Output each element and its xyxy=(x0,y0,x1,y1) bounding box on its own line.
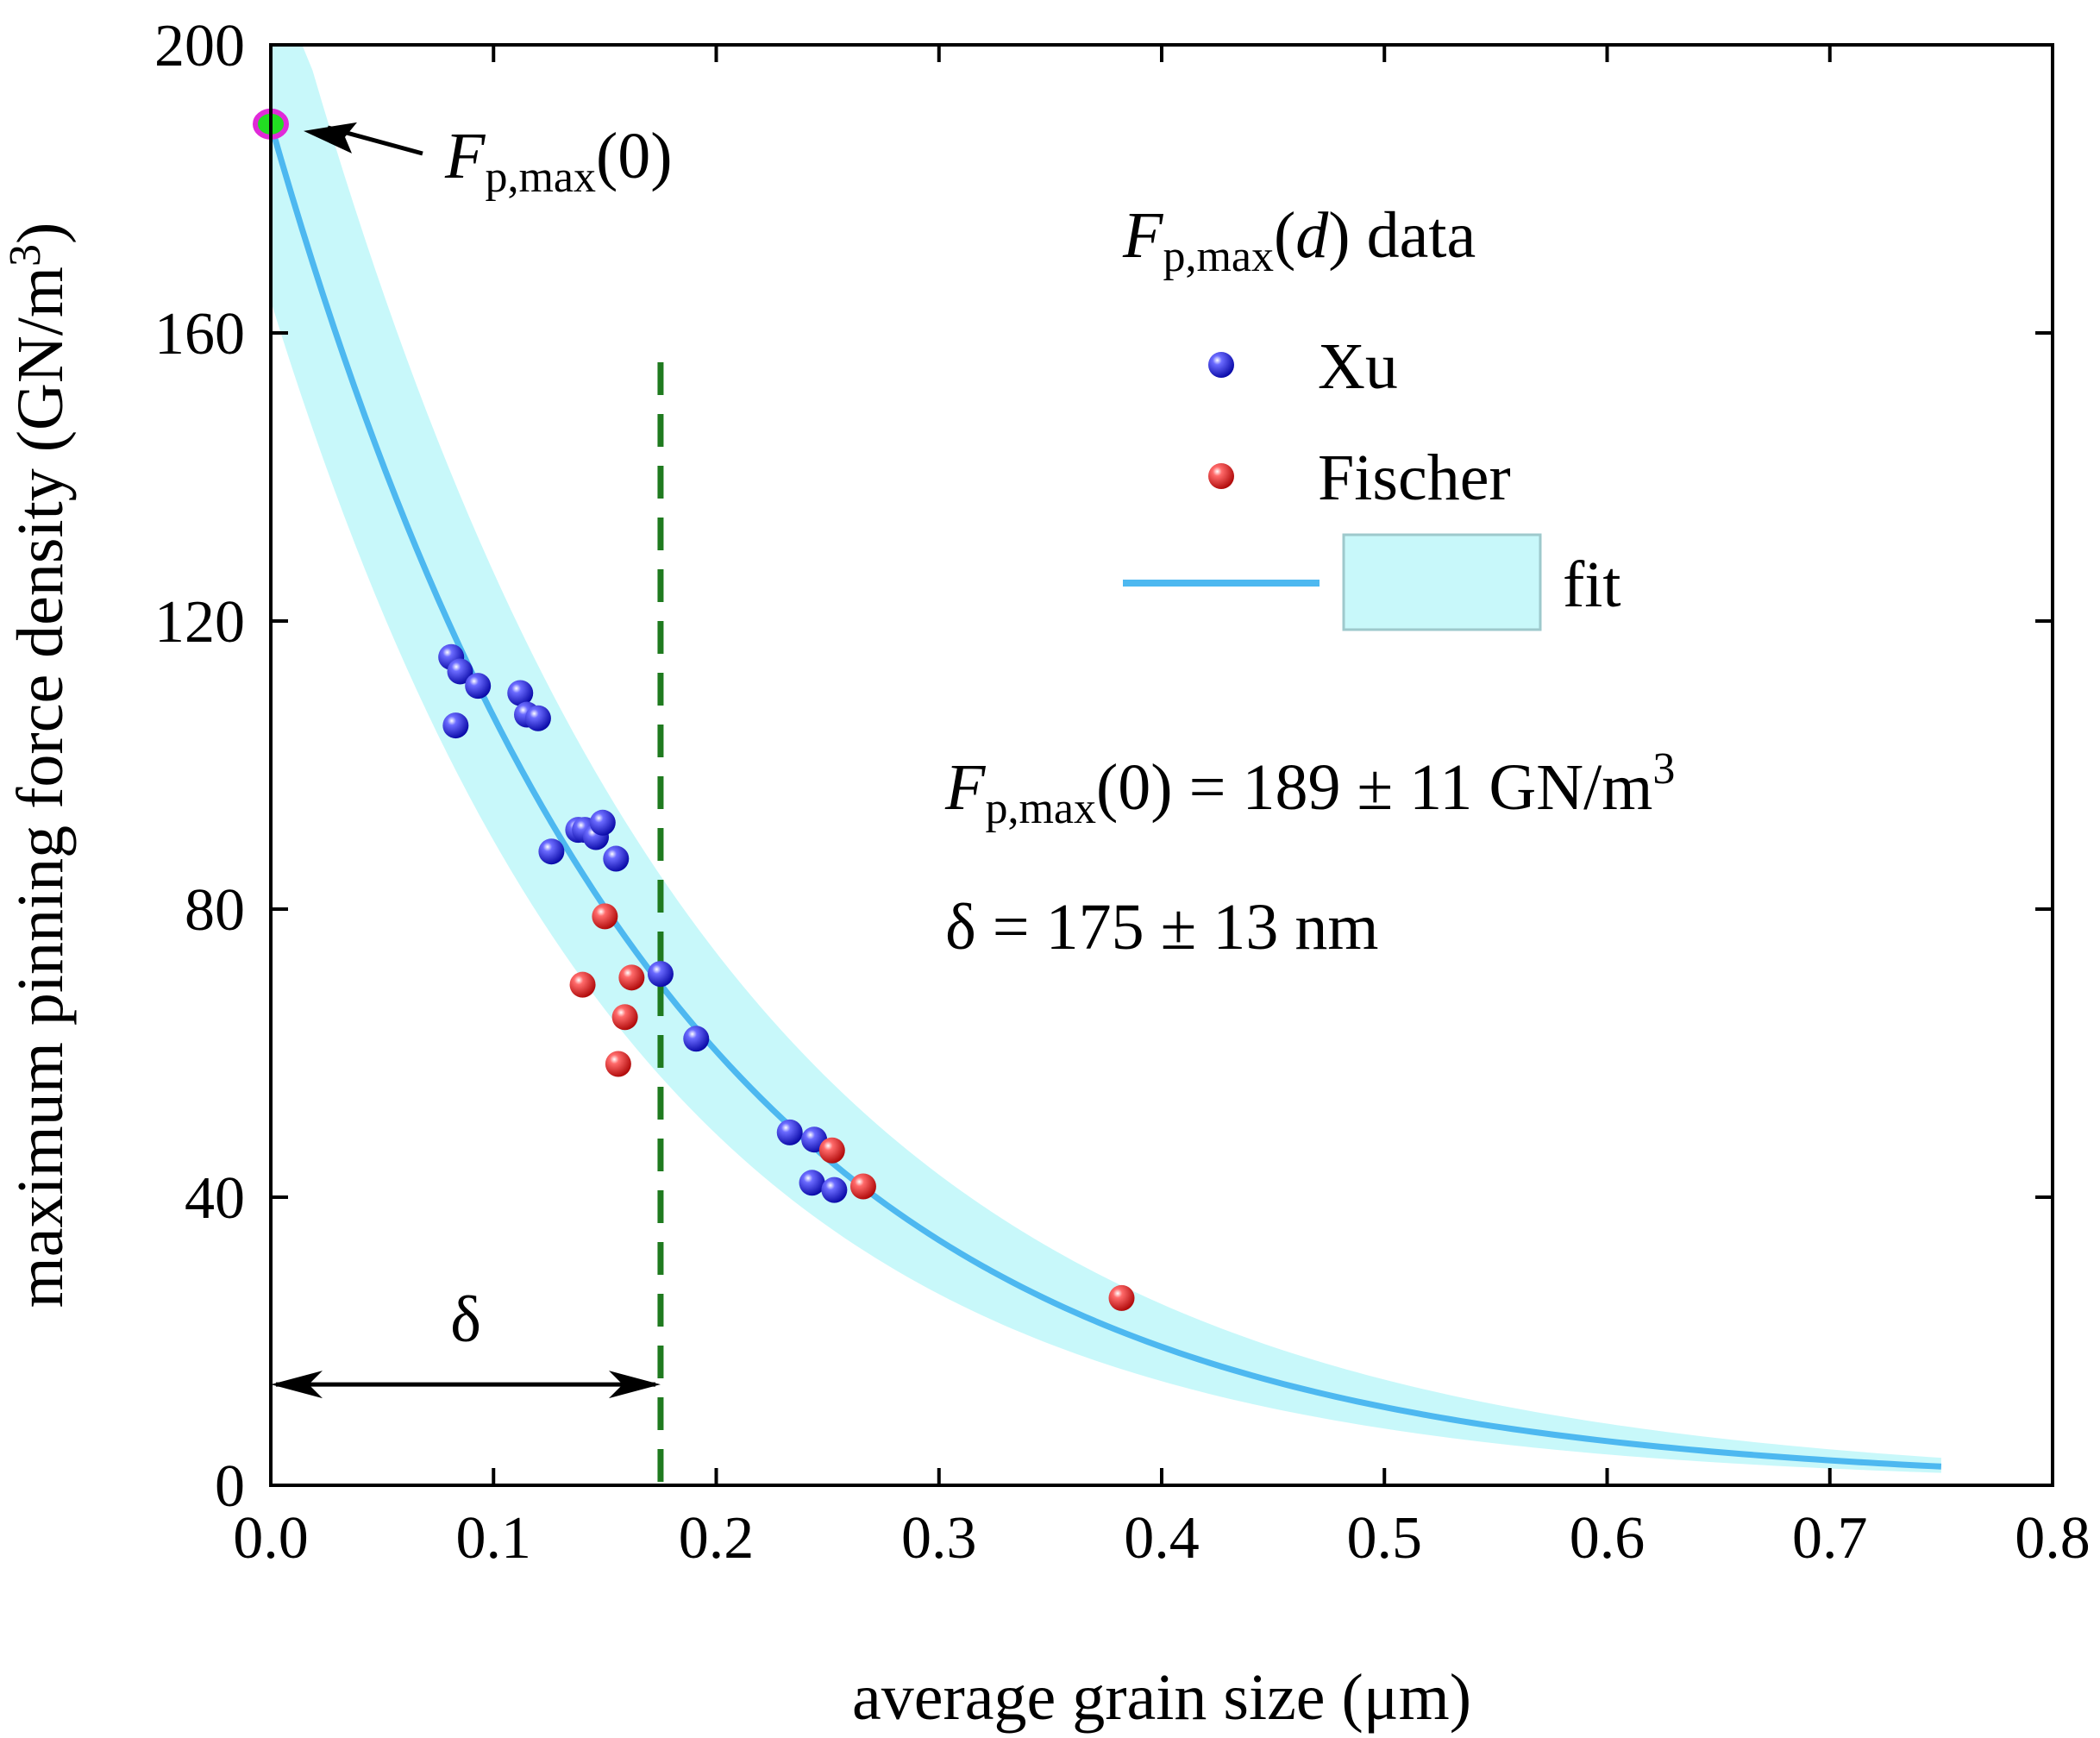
annot-sup: 3 xyxy=(1652,744,1675,794)
fit-result-amplitude: Fp,max(0) = 189 ± 11 GN/m3 xyxy=(944,744,1675,833)
fp-max-zero-label: Fp,max(0) xyxy=(444,120,673,202)
annot-sub: p,max xyxy=(985,784,1096,833)
data-point-fischer xyxy=(818,1137,845,1164)
legend-label-fit: fit xyxy=(1563,549,1621,621)
data-point-xu xyxy=(647,961,674,988)
legend-marker-fischer xyxy=(1208,463,1234,489)
data-point-fischer xyxy=(605,1051,631,1077)
delta-arrowhead-left xyxy=(271,1371,323,1399)
x-tick-label: 0.7 xyxy=(1792,1505,1868,1572)
y-tick-label: 120 xyxy=(154,589,245,656)
data-point-xu xyxy=(538,838,565,865)
y-axis-label-sup: 3 xyxy=(1,244,50,267)
fit-result-delta: δ = 175 ± 13 nm xyxy=(945,891,1379,963)
data-point-fischer xyxy=(611,1004,638,1031)
data-point-xu xyxy=(776,1119,803,1145)
data-point-xu xyxy=(683,1026,710,1052)
annot-rest: (0) = 189 ± 11 GN/m xyxy=(1096,751,1652,824)
fp-max-zero-arrowhead xyxy=(304,122,357,154)
y-tick-label: 80 xyxy=(185,877,245,944)
x-tick-label: 0.3 xyxy=(901,1505,977,1572)
series-fischer xyxy=(569,903,1135,1311)
data-point-fischer xyxy=(569,971,596,998)
data-point-xu xyxy=(524,705,551,731)
y-tick-label: 200 xyxy=(154,13,245,79)
y-axis-label-close: ) xyxy=(4,223,77,244)
x-tick-label: 0.2 xyxy=(679,1505,755,1572)
x-tick-label: 0.8 xyxy=(2015,1505,2091,1572)
y-tick-label: 40 xyxy=(185,1165,245,1232)
x-tick-label: 0.4 xyxy=(1124,1505,1200,1572)
hl-label-F: F xyxy=(444,120,486,192)
data-point-fischer xyxy=(849,1173,876,1200)
legend-marker-xu xyxy=(1208,352,1234,378)
data-point-xu xyxy=(442,712,469,739)
y-tick-label: 160 xyxy=(154,301,245,367)
delta-arrowhead-right xyxy=(608,1371,661,1399)
legend-title: Fp,max(d) data xyxy=(1122,199,1476,281)
legend-label-xu: Xu xyxy=(1318,330,1398,403)
y-tick-labels: 0 40 80 120 160 200 xyxy=(154,13,245,1520)
legend-title-F: F xyxy=(1122,199,1164,272)
legend-title-sub: p,max xyxy=(1163,232,1274,281)
legend-title-d: d xyxy=(1295,199,1329,272)
axis-ticks xyxy=(269,43,2054,1487)
data-point-xu xyxy=(465,673,492,700)
data-point-fischer xyxy=(592,903,618,930)
delta-double-arrow xyxy=(271,1371,661,1399)
y-axis-label-main: maximum pinning force density (GN/m xyxy=(4,267,77,1308)
data-point-fischer xyxy=(618,964,645,991)
y-axis-label: maximum pinning force density (GN/m3) xyxy=(1,223,77,1308)
series-xu xyxy=(438,643,848,1203)
x-tick-label: 0.1 xyxy=(456,1505,532,1572)
data-point-fischer xyxy=(1108,1284,1135,1311)
data-point-xu xyxy=(589,809,616,836)
hl-label-tail: (0) xyxy=(596,120,673,192)
x-axis-label: average grain size (μm) xyxy=(852,1661,1471,1734)
x-tick-label: 0.0 xyxy=(233,1505,309,1572)
data-point-xu xyxy=(603,845,630,872)
data-point-xu xyxy=(507,680,534,706)
data-point-xu xyxy=(821,1176,848,1203)
data-point-xu xyxy=(799,1170,825,1196)
legend-band-fit xyxy=(1342,533,1542,631)
legend-label-fischer: Fischer xyxy=(1318,442,1511,514)
y-tick-label: 0 xyxy=(215,1453,245,1520)
x-tick-label: 0.5 xyxy=(1347,1505,1423,1572)
x-tick-label: 0.6 xyxy=(1570,1505,1646,1572)
legend: Fp,max(d) data Xu Fischer fit xyxy=(1122,199,1621,631)
legend-title-close: ) data xyxy=(1328,199,1476,272)
x-tick-labels: 0.0 0.1 0.2 0.3 0.4 0.5 0.6 0.7 0.8 xyxy=(233,1505,2091,1572)
hl-label-sub: p,max xyxy=(485,153,596,202)
data-point-xu xyxy=(447,658,473,685)
delta-label: δ xyxy=(450,1283,481,1356)
legend-title-open: ( xyxy=(1274,199,1295,272)
annot-F: F xyxy=(944,751,987,824)
fit-curve xyxy=(267,122,1942,1470)
